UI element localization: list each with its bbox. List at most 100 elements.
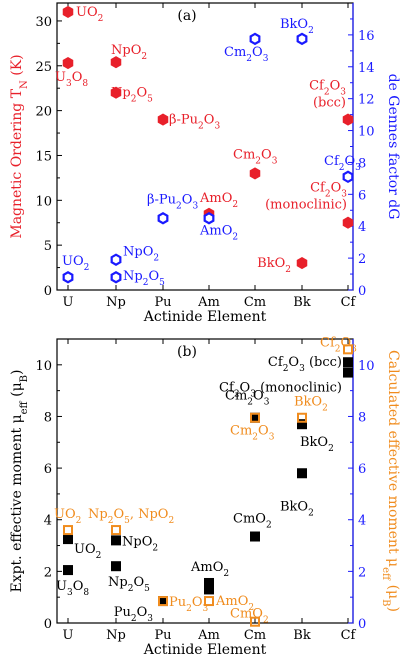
data-point-expt-moment <box>343 367 353 378</box>
data-point-calc-moment <box>111 525 121 536</box>
data-point-expt-moment <box>63 534 73 545</box>
y-right-tick-label: 4 <box>358 220 366 235</box>
point-label: AmO2 <box>199 191 238 210</box>
data-point-tn <box>342 216 354 229</box>
plot-frame <box>56 2 354 291</box>
x-tick-label: Pu <box>154 295 171 310</box>
data-point-dg <box>110 270 122 284</box>
point-label: CmO2 <box>230 607 269 626</box>
y-right-tick-label: 2 <box>358 252 366 267</box>
y-right-tick-label: 0 <box>358 617 366 632</box>
point-label: U3O8 <box>56 579 89 598</box>
data-point-tn <box>110 86 122 99</box>
point-label: Np2O5, NpO2 <box>88 507 174 526</box>
y-left-tick-label: 10 <box>35 194 52 209</box>
data-point-expt-moment <box>63 565 73 576</box>
y-right-tick-label: 10 <box>358 125 375 140</box>
point-label: Cm2O3 <box>230 424 275 443</box>
point-label: Cf2O3 <box>320 335 357 354</box>
point-label: AmO2 <box>215 594 254 613</box>
data-point-expt-moment <box>297 419 307 430</box>
y-left-tick-label: 4 <box>44 514 52 529</box>
y-right-axis-label: de Gennes factor dG <box>385 74 401 220</box>
point-label: AmO2 <box>190 560 229 579</box>
y-right-tick-label: 4 <box>358 514 366 529</box>
point-label: Pu2O3 <box>114 605 154 624</box>
x-tick-label: Cm <box>244 295 266 310</box>
y-left-tick-label: 5 <box>44 239 52 254</box>
point-label: NpO2 <box>122 534 158 553</box>
point-label: Cf2O3 (monoclinic) <box>219 381 342 400</box>
y-left-tick-label: 0 <box>44 617 52 632</box>
y-right-tick-label: 2 <box>358 565 366 580</box>
y-right-tick-label: 12 <box>358 93 375 108</box>
data-point-calc-moment <box>204 596 214 607</box>
x-tick-label: Am <box>197 295 220 310</box>
panel-b: U Np Pu Am Cm Bk Cf Actinide Element 0 2 4 6 8 10 0 2 4 6… <box>9 335 401 658</box>
data-point-dg <box>342 170 354 184</box>
y-right-tick-label: 6 <box>358 188 366 203</box>
point-label: UO2 <box>54 507 81 526</box>
x-axis-label: Actinide Element <box>143 309 267 325</box>
y-left-tick-label: 6 <box>44 462 52 477</box>
y-right-tick-label: 8 <box>358 156 366 171</box>
data-point-dg <box>157 211 169 225</box>
data-point-tn <box>249 167 261 180</box>
panel-label: (b) <box>177 344 197 360</box>
x-tick-label: Am <box>197 628 220 643</box>
data-point-calc-moment <box>250 616 260 627</box>
point-label: Np2O5 <box>111 86 153 105</box>
x-tick-label: Np <box>106 295 126 310</box>
data-point-tn <box>296 257 308 270</box>
data-point-calc-moment <box>250 412 260 423</box>
y-right-tick-label: 14 <box>358 61 375 76</box>
point-label: BkO2 <box>294 395 328 414</box>
data-point-expt-moment <box>250 531 260 542</box>
data-point-dg <box>249 32 261 46</box>
data-point-expt-moment <box>204 577 214 588</box>
data-point-expt-moment <box>297 468 307 479</box>
y-right-tick-label: 0 <box>358 284 366 299</box>
x-tick-label: Cm <box>244 628 266 643</box>
data-point-tn <box>342 113 354 126</box>
y-right-tick-label: 16 <box>358 29 375 44</box>
y-right-axis-label: Calculated effective moment μeff (μB) <box>381 350 402 612</box>
point-label: Np2O5 <box>108 575 150 594</box>
point-label: Cm2O3 <box>233 147 278 166</box>
data-point-tn <box>157 113 169 126</box>
data-point-expt-moment <box>250 412 260 423</box>
y-left-tick-label: 15 <box>35 149 52 164</box>
point-label: (monoclinic) <box>265 198 347 213</box>
point-label: Np2O5 <box>123 269 165 288</box>
x-tick-label: Cf <box>341 628 357 643</box>
x-tick-label: Np <box>106 628 126 643</box>
point-label: CmO2 <box>233 512 272 531</box>
y-left-tick-label: 20 <box>35 105 52 120</box>
point-label: (bcc) <box>313 96 346 111</box>
data-point-expt-moment <box>111 561 121 572</box>
point-label: Cf2O3 <box>324 154 361 173</box>
y-left-tick-label: 8 <box>44 410 52 425</box>
x-tick-label: Pu <box>154 628 171 643</box>
data-point-tn <box>62 5 74 19</box>
point-label: NpO2 <box>111 43 147 62</box>
data-point-tn <box>110 56 122 69</box>
point-label: β-Pu2O3 <box>169 113 220 132</box>
point-label: U3O8 <box>55 70 88 89</box>
y-right-tick-label: 6 <box>358 462 366 477</box>
y-left-tick-label: 30 <box>35 15 52 30</box>
point-label: Cm2O3 <box>224 45 269 64</box>
data-point-calc-moment <box>297 412 307 423</box>
point-label: Cf2O3 <box>310 181 347 200</box>
x-tick-label: Bk <box>293 295 311 310</box>
data-point-calc-moment <box>63 525 73 536</box>
point-label: Pu2O3 <box>169 595 209 614</box>
data-point-dg <box>62 270 74 284</box>
x-tick-label: Bk <box>293 628 311 643</box>
y-right-tick-label: 8 <box>358 410 366 425</box>
x-tick-label: Cf <box>341 295 357 310</box>
point-label: UO2 <box>62 254 89 273</box>
data-point-expt-moment <box>158 596 168 607</box>
panel-label: (a) <box>177 8 196 24</box>
